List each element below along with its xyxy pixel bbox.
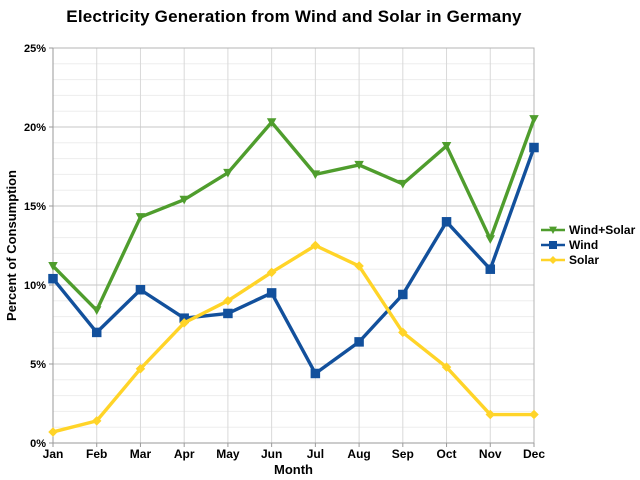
data-point-wind-dec bbox=[529, 142, 539, 153]
x-tick-label: Dec bbox=[523, 447, 545, 461]
x-tick-label: Aug bbox=[347, 447, 370, 461]
x-tick-label: Jun bbox=[261, 447, 282, 461]
data-point-wind-solar-feb bbox=[91, 306, 102, 316]
series-wind bbox=[48, 142, 539, 379]
legend-marker-solar-icon bbox=[541, 255, 565, 264]
data-point-solar-jun bbox=[266, 267, 277, 278]
series-solar bbox=[48, 240, 539, 437]
data-point-wind-feb bbox=[91, 327, 102, 338]
legend-glyph-solar bbox=[549, 255, 557, 264]
legend-item-solar: Solar bbox=[540, 252, 635, 267]
data-point-solar-oct bbox=[441, 362, 452, 372]
data-point-wind-solar-apr bbox=[179, 195, 189, 205]
y-axis-title: Percent of Consumption bbox=[4, 170, 19, 321]
data-point-wind-solar-jun bbox=[266, 118, 277, 128]
x-tick-label: Jan bbox=[43, 447, 64, 461]
x-tick-label: Nov bbox=[479, 447, 502, 461]
data-point-wind-solar-may bbox=[223, 168, 233, 178]
data-point-wind-solar-aug bbox=[354, 160, 364, 170]
data-point-solar-dec bbox=[529, 409, 539, 420]
x-tick-label: Sep bbox=[392, 447, 414, 461]
data-point-wind-jul bbox=[310, 368, 321, 379]
y-tick-label: 25% bbox=[24, 43, 46, 55]
series-line-solar bbox=[51, 243, 536, 434]
data-point-solar-mar bbox=[135, 363, 146, 374]
x-tick-label: Jul bbox=[307, 447, 324, 461]
series-wind-solar bbox=[48, 115, 539, 316]
y-tick-label: 0% bbox=[30, 438, 46, 450]
data-point-wind-solar-mar bbox=[135, 213, 146, 222]
x-tick-label: Feb bbox=[86, 447, 107, 461]
legend-item-wind: Wind bbox=[540, 237, 635, 252]
data-point-wind-solar-oct bbox=[441, 141, 452, 151]
data-point-wind-jun bbox=[266, 288, 277, 298]
data-point-solar-jan bbox=[48, 427, 58, 437]
y-tick-label: 15% bbox=[24, 201, 46, 213]
data-point-wind-solar-jul bbox=[310, 170, 321, 180]
data-point-solar-feb bbox=[91, 416, 102, 426]
data-point-wind-solar-jan bbox=[48, 262, 58, 271]
data-point-wind-jan bbox=[48, 273, 58, 284]
x-tick-label: Oct bbox=[437, 447, 457, 461]
data-point-wind-may bbox=[223, 308, 233, 319]
y-tick-label: 5% bbox=[30, 359, 46, 371]
data-point-solar-nov bbox=[485, 409, 496, 420]
legend-glyph-wind-solar bbox=[549, 226, 557, 234]
legend-marker-wind-solar-icon bbox=[541, 226, 565, 234]
y-tick-label: 10% bbox=[24, 280, 46, 292]
legend-glyph-wind bbox=[549, 240, 557, 249]
data-point-solar-may bbox=[223, 296, 233, 306]
chart-legend: Wind+Solar Wind Solar bbox=[540, 222, 635, 267]
x-tick-label: Mar bbox=[130, 447, 152, 461]
legend-item-wind-solar: Wind+Solar bbox=[540, 222, 635, 237]
data-point-wind-solar-nov bbox=[485, 235, 496, 244]
chart-title: Electricity Generation from Wind and Sol… bbox=[66, 7, 522, 26]
x-tick-label: May bbox=[216, 447, 240, 461]
legend-label-solar: Solar bbox=[569, 252, 600, 267]
data-point-wind-aug bbox=[354, 337, 364, 347]
legend-label-wind-solar: Wind+Solar bbox=[569, 222, 636, 237]
x-tick-label: Apr bbox=[174, 447, 195, 461]
data-point-wind-solar-sep bbox=[398, 179, 408, 189]
data-point-wind-mar bbox=[135, 284, 146, 295]
legend-marker-wind-icon bbox=[541, 240, 565, 249]
legend-label-wind: Wind bbox=[569, 237, 599, 252]
data-point-solar-aug bbox=[354, 261, 364, 271]
data-point-wind-oct bbox=[441, 217, 452, 227]
series-line-wind bbox=[51, 145, 536, 376]
x-axis-title: Month bbox=[274, 462, 313, 477]
data-point-solar-apr bbox=[179, 318, 189, 328]
data-point-wind-solar-dec bbox=[529, 115, 539, 124]
series-line-wind-solar bbox=[51, 117, 536, 312]
data-point-solar-sep bbox=[398, 327, 408, 338]
y-tick-label: 20% bbox=[24, 122, 46, 134]
data-point-wind-nov bbox=[485, 264, 496, 274]
data-point-wind-sep bbox=[398, 289, 408, 300]
data-point-solar-jul bbox=[310, 240, 321, 251]
